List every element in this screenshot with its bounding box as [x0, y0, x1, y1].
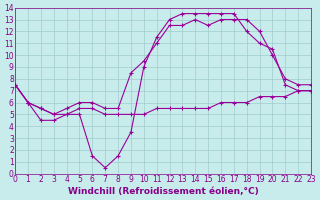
X-axis label: Windchill (Refroidissement éolien,°C): Windchill (Refroidissement éolien,°C) — [68, 187, 259, 196]
